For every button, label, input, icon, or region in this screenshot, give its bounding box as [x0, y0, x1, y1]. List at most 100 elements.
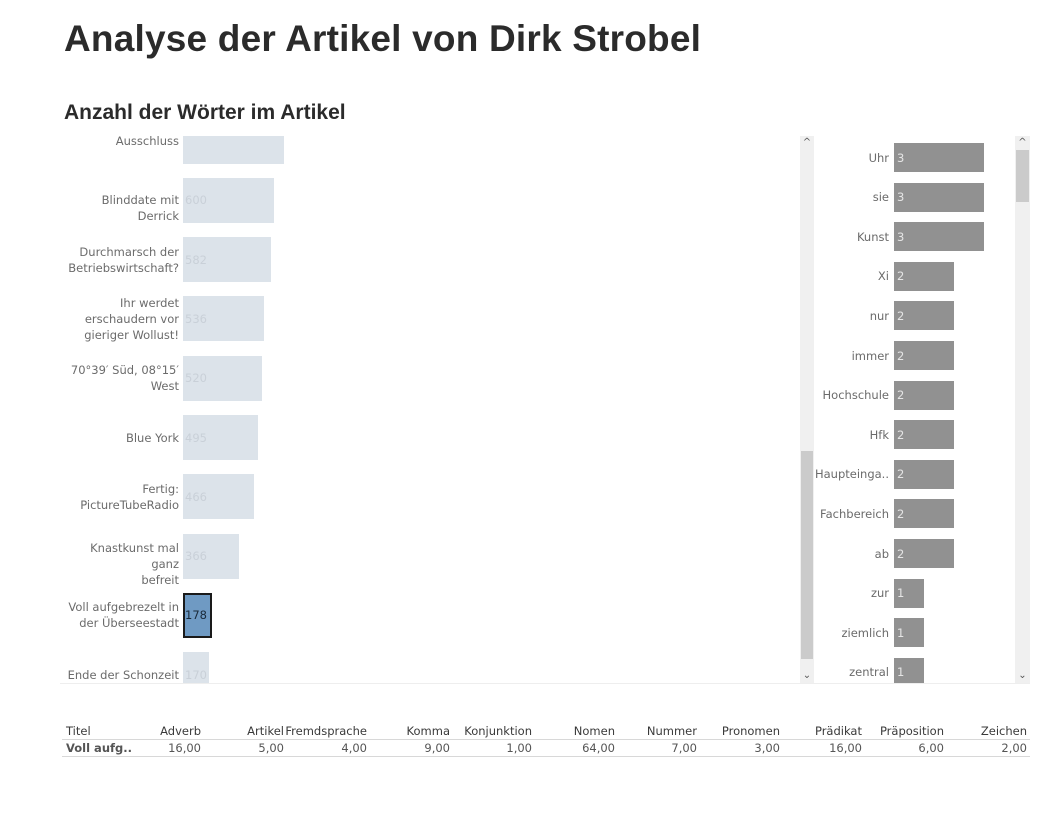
bar-value-label: 178 — [185, 608, 207, 623]
article-label[interactable]: Fertig: PictureTubeRadio — [60, 481, 179, 513]
article-label-line: West — [150, 379, 179, 394]
column-header[interactable]: Artikel — [247, 724, 284, 738]
article-label[interactable]: Ausschluss — [60, 136, 179, 149]
table-row[interactable]: Voll aufg.. 16,00 5,00 4,00 9,00 1,00 64,00 7,0… — [62, 740, 1030, 757]
word-bar[interactable] — [894, 578, 924, 608]
word-bar[interactable] — [894, 420, 954, 450]
article-label-line: PictureTubeRadio — [80, 497, 179, 512]
word-label[interactable]: zur — [870, 586, 889, 601]
article-label-line: erschaudern vor — [84, 311, 179, 326]
chart-title: Anzahl der Wörter im Artikel — [64, 101, 346, 124]
article-label-line: Betriebswirtschaft? — [68, 260, 179, 275]
article-label[interactable]: Blue York — [60, 430, 179, 446]
bar[interactable] — [183, 296, 264, 342]
word-bar[interactable] — [894, 380, 954, 410]
word-bar[interactable] — [894, 182, 984, 212]
word-bar[interactable] — [894, 618, 924, 648]
word-bar[interactable] — [894, 657, 924, 683]
article-label-line: gieriger Wollust! — [84, 327, 179, 342]
table-cell: 4,00 — [341, 741, 367, 755]
word-label[interactable]: Xi — [877, 269, 889, 284]
scrollbar-thumb[interactable] — [1016, 150, 1029, 202]
word-bar[interactable] — [894, 459, 954, 489]
word-label[interactable]: ab — [874, 546, 889, 561]
column-header[interactable]: Pronomen — [721, 724, 780, 738]
column-header[interactable]: Präposition — [879, 724, 944, 738]
word-label[interactable]: sie — [872, 190, 889, 205]
column-header[interactable]: Konjunktion — [464, 724, 532, 738]
scroll-down-icon[interactable]: ⌄ — [802, 670, 812, 681]
article-label-line: Ihr werdet — [120, 295, 179, 310]
scroll-up-icon[interactable]: ^ — [1018, 137, 1027, 148]
article-label[interactable]: Knastkunst mal ganz befreit — [60, 540, 179, 588]
scrollbar-thumb[interactable] — [801, 451, 813, 659]
scroll-down-icon[interactable]: ⌄ — [1018, 670, 1027, 681]
bar-value-label: 466 — [185, 489, 207, 504]
word-bar-value-label: 2 — [897, 388, 905, 403]
article-label[interactable]: Ihr werdet erschaudern vor gieriger Wollus… — [60, 295, 179, 343]
word-bar[interactable] — [894, 341, 954, 370]
word-bar[interactable] — [894, 539, 954, 568]
column-header[interactable]: Nomen — [573, 724, 615, 738]
word-bar[interactable] — [894, 143, 984, 172]
column-header[interactable]: Prädikat — [814, 724, 862, 738]
column-header[interactable]: Komma — [406, 724, 450, 738]
bar-selected[interactable] — [183, 592, 212, 638]
bar[interactable] — [183, 177, 274, 223]
table-cell: 2,00 — [1001, 741, 1027, 755]
article-chart-scrollbar[interactable]: ^ ⌄ — [800, 136, 814, 683]
article-label-line: der Überseestadt — [79, 616, 179, 631]
bar[interactable] — [183, 415, 258, 460]
word-bar-value-label: 3 — [897, 150, 905, 165]
word-label[interactable]: Hfk — [869, 427, 889, 442]
word-bar[interactable] — [894, 301, 954, 331]
bar-value-label: 600 — [185, 193, 207, 208]
word-label[interactable]: Fachbereich — [820, 506, 889, 521]
article-label-line: Blinddate mit Derrick — [101, 193, 179, 224]
article-label-line: Ausschluss — [115, 136, 179, 148]
word-label[interactable]: Kunst — [856, 229, 889, 244]
word-label[interactable]: zentral — [849, 665, 889, 680]
bar[interactable] — [183, 136, 284, 164]
table-cell: 9,00 — [424, 741, 450, 755]
bar[interactable] — [183, 533, 239, 579]
article-label-line: Blue York — [125, 430, 179, 445]
bar[interactable] — [183, 474, 254, 520]
article-label[interactable]: Durchmarsch der Betriebswirtschaft? — [60, 244, 179, 276]
column-header[interactable]: Adverb — [160, 724, 201, 738]
scroll-up-icon[interactable]: ^ — [802, 137, 812, 148]
article-word-count-chart: Ausschluss Blinddate mit Derrick 600 Durchm… — [60, 136, 800, 683]
word-bar[interactable] — [894, 499, 954, 529]
article-label-line: Knastkunst mal ganz — [90, 541, 179, 572]
column-header[interactable]: Titel — [66, 724, 91, 738]
column-header[interactable]: Fremdsprache — [285, 724, 367, 738]
word-bar[interactable] — [894, 261, 954, 291]
article-label[interactable]: Ende der Schonzeit — [60, 667, 179, 683]
table-header-row: Titel Adverb Artikel Fremdsprache Komma Konju… — [62, 723, 1030, 740]
bar-value-label: 366 — [185, 549, 207, 564]
word-bar-value-label: 2 — [897, 269, 905, 284]
table-cell: 5,00 — [258, 741, 284, 755]
word-label[interactable]: Hochschule — [822, 388, 889, 403]
bar[interactable] — [183, 237, 271, 283]
article-label[interactable]: Voll aufgebrezelt in der Überseestadt — [60, 599, 179, 631]
bar[interactable] — [183, 652, 209, 683]
word-label[interactable]: immer — [851, 348, 889, 363]
column-header[interactable]: Nummer — [646, 724, 697, 738]
article-label-line: Ende der Schonzeit — [67, 667, 179, 682]
word-label[interactable]: ziemlich — [841, 625, 889, 640]
word-label[interactable]: nur — [869, 308, 889, 323]
article-label[interactable]: 70°39′ Süd, 08°15′ West — [60, 362, 179, 394]
bar-value-label: 170 — [185, 667, 207, 682]
bar[interactable] — [183, 355, 262, 401]
word-label[interactable]: Uhr — [868, 150, 889, 165]
article-label-line: 70°39′ Süd, 08°15′ — [70, 363, 179, 378]
word-bar-value-label: 2 — [897, 467, 905, 482]
word-bar-value-label: 2 — [897, 348, 905, 363]
word-chart-scrollbar[interactable]: ^ ⌄ — [1015, 136, 1030, 683]
word-label[interactable]: Haupteinga.. — [815, 467, 889, 482]
article-label[interactable]: Blinddate mit Derrick — [60, 192, 179, 224]
article-label-line: Voll aufgebrezelt in — [68, 600, 179, 615]
column-header[interactable]: Zeichen — [980, 724, 1027, 738]
word-bar[interactable] — [894, 222, 984, 252]
